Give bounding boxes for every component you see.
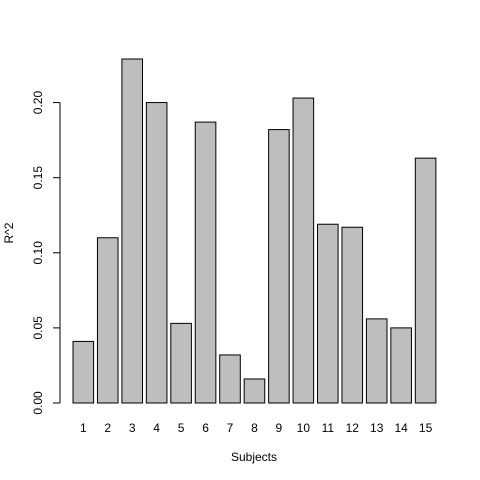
y-axis: 0.00 0.05 0.10 0.15 0.20: [31, 91, 61, 415]
x-tick-label: 6: [202, 421, 209, 435]
bar-9: [268, 129, 290, 404]
x-tick-label: 4: [153, 421, 160, 435]
y-tick-label: 0.10: [31, 241, 45, 265]
y-tick-label: 0.15: [31, 166, 45, 190]
x-tick-label: 12: [346, 421, 360, 435]
bar-15: [414, 157, 437, 404]
bar-4: [145, 102, 168, 404]
bar-1: [72, 340, 95, 404]
bar-2: [96, 237, 119, 404]
bar-6: [194, 121, 217, 404]
bar-8: [243, 378, 266, 404]
y-tick-label: 0.05: [31, 316, 45, 340]
bar-13: [365, 318, 388, 404]
bar-7: [219, 354, 241, 404]
x-tick-label: 8: [251, 421, 258, 435]
x-tick-labels: 1 2 3 4 5 6 7 8 9 10 11 12 13 14 15: [80, 421, 433, 435]
x-tick-label: 7: [227, 421, 234, 435]
x-tick-label: 15: [419, 421, 433, 435]
x-axis-label: Subjects: [231, 450, 277, 464]
x-tick-label: 1: [80, 421, 87, 435]
y-tick-label: 0.20: [31, 91, 45, 115]
bar-5: [170, 322, 192, 404]
x-tick-label: 13: [370, 421, 384, 435]
bars-group: [72, 58, 437, 404]
x-tick-label: 5: [178, 421, 185, 435]
x-tick-label: 9: [276, 421, 283, 435]
bar-12: [341, 226, 364, 404]
x-tick-label: 3: [129, 421, 136, 435]
bar-10: [292, 97, 315, 404]
x-tick-label: 2: [104, 421, 111, 435]
y-axis-label: R^2: [2, 222, 16, 243]
x-tick-label: 14: [394, 421, 408, 435]
x-tick-label: 11: [322, 421, 335, 435]
x-tick-label: 10: [297, 421, 311, 435]
y-tick-label: 0.00: [31, 391, 45, 415]
bar-3: [121, 58, 144, 404]
bar-14: [390, 327, 412, 404]
bar-11: [317, 223, 339, 404]
